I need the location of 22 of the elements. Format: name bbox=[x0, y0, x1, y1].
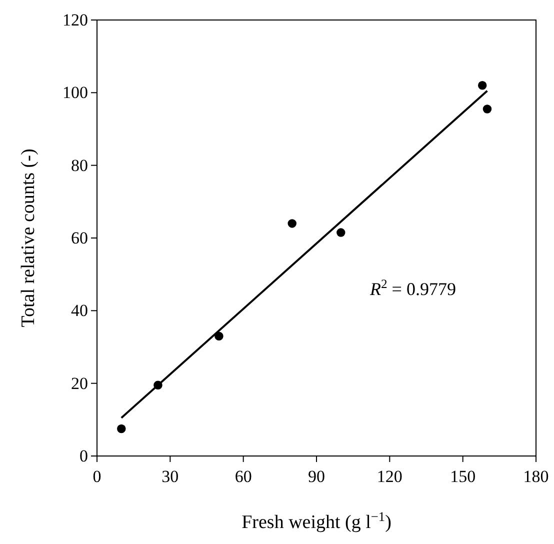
x-tick-label: 30 bbox=[162, 467, 179, 486]
y-tick-label: 20 bbox=[71, 374, 88, 393]
y-tick-label: 40 bbox=[71, 301, 88, 320]
x-tick-label: 60 bbox=[234, 467, 252, 486]
y-tick-label: 0 bbox=[80, 446, 88, 466]
point bbox=[288, 219, 296, 228]
x-tick-label: 150 bbox=[450, 467, 476, 486]
y-tick-label: 60 bbox=[71, 228, 88, 248]
y-tick-label: 100 bbox=[62, 83, 88, 102]
x-tick-label: 0 bbox=[92, 467, 102, 486]
point bbox=[336, 228, 346, 237]
x-tick-label: 90 bbox=[308, 467, 325, 486]
x-tick-label: 120 bbox=[376, 467, 402, 486]
x-axis-title: Fresh weight (g l$^{−1}$) bbox=[242, 508, 392, 533]
annotation: R$^{2}$ = 0.9779 bbox=[369, 277, 456, 299]
point bbox=[117, 424, 126, 434]
y-axis-title: Total relative counts (-) bbox=[18, 148, 39, 328]
point bbox=[482, 104, 492, 114]
x-tick-label: 180 bbox=[523, 467, 549, 486]
y-tick-label: 80 bbox=[71, 156, 88, 175]
y-tick-label: 120 bbox=[62, 10, 88, 30]
point bbox=[478, 81, 487, 90]
